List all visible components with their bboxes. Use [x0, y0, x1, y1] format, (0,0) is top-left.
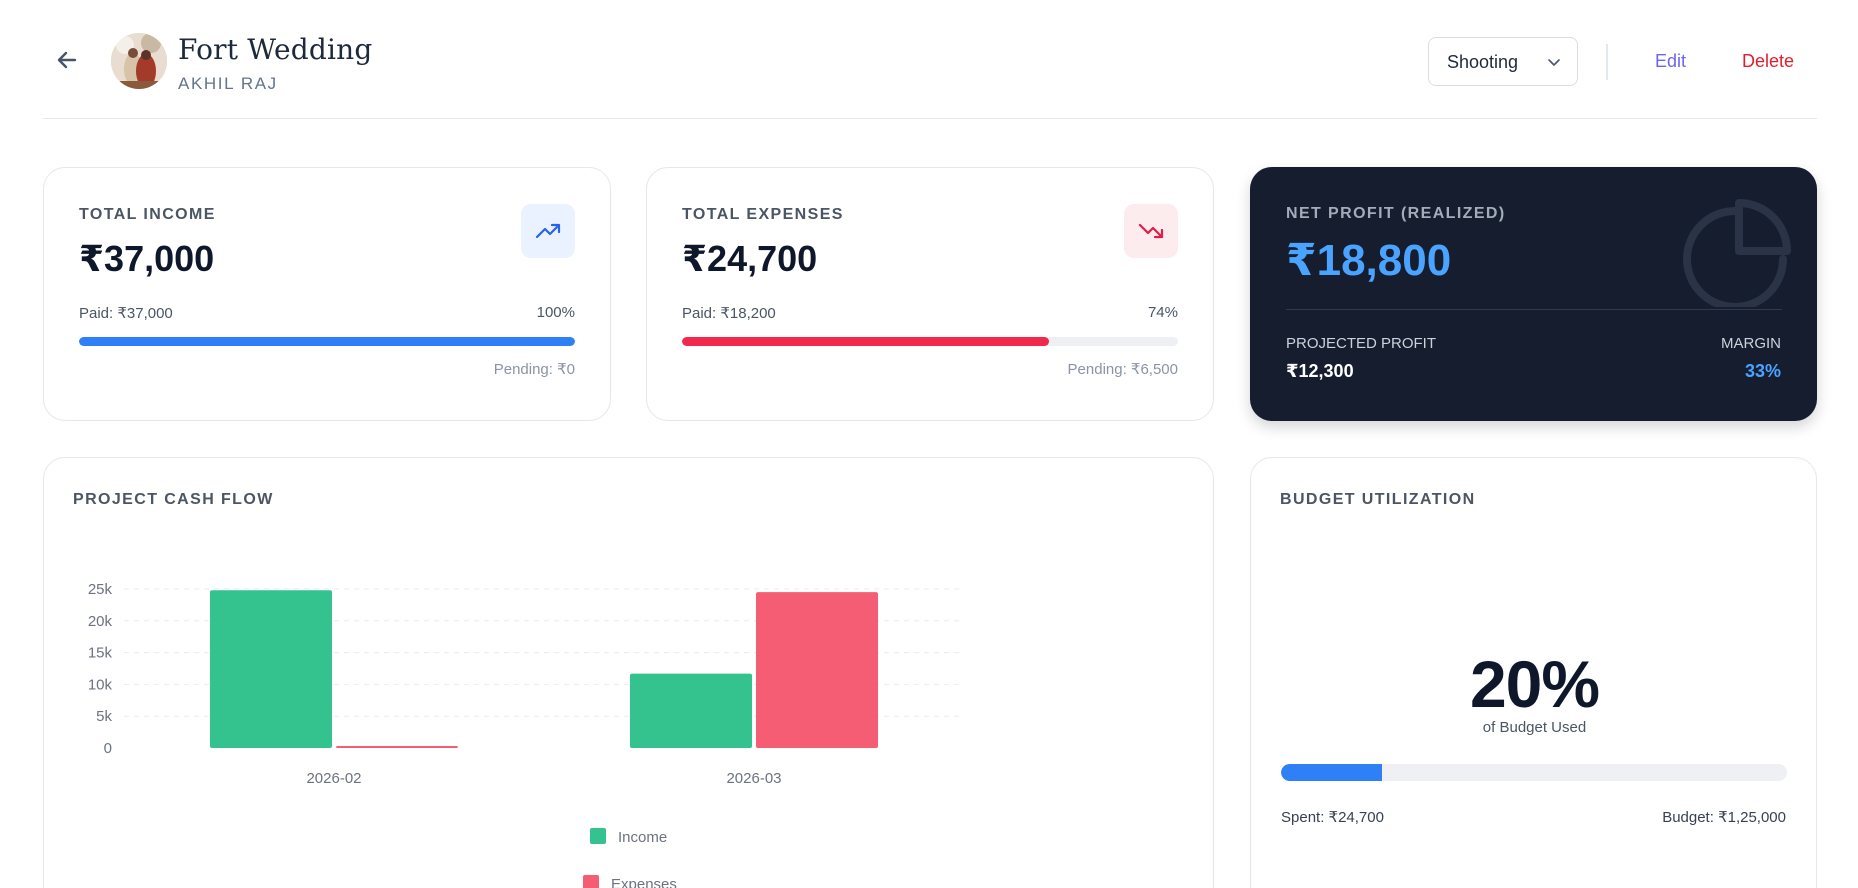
x-tick-label: 2026-03: [726, 770, 781, 787]
budget-utilization-panel: BUDGET UTILIZATION 20% of Budget Used Sp…: [1250, 457, 1817, 888]
projected-profit-value: ₹12,300: [1286, 361, 1354, 381]
trending-up-icon: [521, 204, 575, 258]
y-tick-label: 20k: [88, 613, 113, 630]
expenses-progress-bar: [682, 337, 1178, 346]
expenses-paid: Paid: ₹18,200: [682, 305, 776, 322]
project-title: Fort Wedding: [178, 33, 373, 66]
x-tick-label: 2026-02: [306, 770, 361, 787]
header-divider: [1606, 44, 1608, 80]
cash-flow-panel: PROJECT CASH FLOW 0 5k 10k 15k 20k 25k 2026-02…: [43, 457, 1214, 888]
budget-total: Budget: ₹1,25,000: [1662, 809, 1786, 826]
project-avatar: [111, 33, 167, 89]
income-progress-fill: [79, 337, 575, 346]
income-label: TOTAL INCOME: [79, 206, 216, 223]
delete-button[interactable]: Delete: [1742, 51, 1795, 71]
trending-down-icon: [1124, 204, 1178, 258]
status-value: Shooting: [1447, 52, 1519, 72]
total-expenses-card: TOTAL EXPENSES ₹24,700 Paid: ₹18,200 74%…: [646, 167, 1214, 421]
margin-label: MARGIN: [1721, 335, 1781, 352]
bar-income-2026-03[interactable]: [630, 673, 752, 748]
y-tick-label: 10k: [88, 676, 113, 693]
budget-caption: of Budget Used: [1482, 719, 1587, 736]
income-percent: 100%: [536, 304, 575, 321]
bar-income-2026-02[interactable]: [210, 590, 332, 748]
income-paid: Paid: ₹37,000: [79, 305, 173, 322]
projected-profit-label: PROJECTED PROFIT: [1286, 335, 1437, 352]
budget-percent: 20%: [1469, 647, 1600, 721]
bar-expenses-2026-03[interactable]: [756, 592, 878, 748]
pie-chart-icon: [1679, 195, 1791, 311]
status-dropdown[interactable]: Shooting: [1428, 37, 1578, 86]
edit-button[interactable]: Edit: [1655, 51, 1687, 71]
legend-income[interactable]: Income: [590, 828, 667, 846]
bar-expenses-2026-02[interactable]: [336, 746, 458, 748]
expenses-progress-fill: [682, 337, 1050, 346]
expenses-label: TOTAL EXPENSES: [682, 206, 844, 223]
legend-income-label: Income: [618, 829, 668, 846]
legend-expenses[interactable]: Expenses: [583, 875, 677, 888]
income-value: ₹37,000: [79, 238, 215, 279]
margin-value: 33%: [1744, 361, 1781, 381]
expenses-pending: Pending: ₹6,500: [1067, 361, 1178, 378]
back-arrow-icon[interactable]: [53, 46, 81, 74]
legend-expenses-swatch: [583, 875, 599, 888]
net-profit-card: NET PROFIT (REALIZED) ₹18,800 PROJECTED …: [1250, 167, 1817, 421]
project-header: Fort Wedding AKHIL RAJ Shooting Edit Del…: [43, 0, 1817, 119]
net-profit-divider: [1286, 309, 1782, 310]
client-name: AKHIL RAJ: [178, 74, 278, 93]
budget-progress-bar: [1281, 764, 1787, 781]
y-tick-label: 5k: [96, 708, 112, 725]
expenses-percent: 74%: [1147, 304, 1178, 321]
net-profit-label: NET PROFIT (REALIZED): [1286, 205, 1506, 222]
expenses-value: ₹24,700: [682, 238, 818, 279]
income-progress-bar: [79, 337, 575, 346]
legend-income-swatch: [590, 828, 606, 844]
y-tick-label: 0: [104, 740, 112, 757]
cash-flow-title: PROJECT CASH FLOW: [73, 491, 274, 508]
cash-flow-chart: 0 5k 10k 15k 20k 25k 2026-02 2026-03: [88, 581, 964, 787]
y-tick-label: 15k: [88, 645, 113, 662]
legend-expenses-label: Expenses: [611, 876, 677, 888]
total-income-card: TOTAL INCOME ₹37,000 Paid: ₹37,000 100% …: [43, 167, 611, 421]
budget-title: BUDGET UTILIZATION: [1280, 491, 1476, 508]
budget-spent: Spent: ₹24,700: [1281, 809, 1384, 826]
chevron-down-icon: [1546, 54, 1562, 70]
y-tick-label: 25k: [88, 581, 113, 598]
income-pending: Pending: ₹0: [493, 361, 575, 378]
budget-progress-fill: [1281, 764, 1383, 781]
net-profit-value: ₹18,800: [1286, 236, 1452, 285]
